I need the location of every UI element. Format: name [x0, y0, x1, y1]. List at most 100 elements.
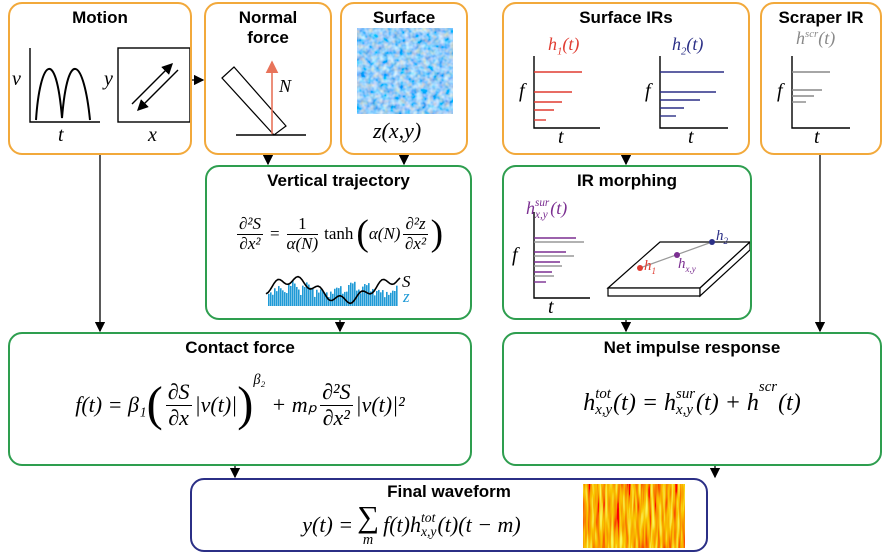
equation-sum-sub: m [363, 533, 373, 547]
scraper-ir-box: Scraper IR [760, 2, 882, 155]
equation-v: |v(t)| [195, 392, 238, 418]
pxy-sub: x,y [686, 264, 696, 274]
span: h2 [716, 228, 728, 246]
span: h2(t) [672, 34, 703, 58]
ir-morphing-t-label: t [548, 296, 554, 319]
h-base: h [796, 28, 805, 48]
equation-num2: ∂²S [320, 380, 352, 405]
equation-sum: ∑ [357, 502, 379, 533]
equation-lhs-den: ∂x² [237, 235, 263, 254]
h-sup: scr [805, 28, 818, 40]
net-impulse-response-title: Net impulse response [504, 338, 880, 358]
diagram: Motion Normal force Surface Surface IRs … [0, 0, 885, 558]
h1-base: h [548, 34, 557, 54]
pxy-base: h [678, 256, 686, 272]
equation-lhs: f(t) = β₁ [75, 392, 146, 418]
h-arg: (t) [550, 198, 567, 218]
normal-force-title: Normal force [228, 8, 308, 48]
span: ∂S∂x [166, 380, 192, 429]
equation-h1: h [583, 390, 595, 417]
ir-morphing-f-label: f [512, 244, 518, 267]
normal-force-box: Normal force [204, 2, 332, 155]
motion-t-label: t [58, 124, 64, 147]
surface-irs-f-label: f [519, 80, 525, 103]
equation-sub1: x,y [595, 403, 612, 419]
ir-morphing-box: IR morphing [502, 165, 752, 320]
equation-arg-den: ∂x² [403, 235, 427, 254]
page: Pipeline diagram { "motion": {"title": "… [0, 0, 885, 558]
motion-y-label: y [104, 68, 113, 91]
surface-irs-t-label: t [688, 126, 694, 149]
equation-sup3: scr [759, 380, 777, 396]
p2-base: h [716, 228, 724, 244]
final-waveform-title: Final waveform [192, 482, 706, 502]
surface-irs-f-label: f [645, 80, 651, 103]
span: h1 [644, 258, 656, 276]
span: ∂²S∂x² [320, 380, 352, 429]
h-arg: (t) [818, 28, 835, 48]
ir-morphing-title: IR morphing [504, 171, 750, 191]
div: htotx,y (t) = hsurx,y (t) + hscr (t) [502, 368, 882, 438]
span: hx,y [678, 256, 696, 274]
equation-sup2: sur [676, 387, 695, 403]
equation-f: f(t)h [383, 512, 421, 538]
vertical-trajectory-title: Vertical trajectory [207, 171, 470, 191]
vertical-trajectory-z-label: z [403, 287, 410, 307]
equation-num: 1 [287, 215, 319, 235]
span: surx,y [676, 387, 695, 418]
surface-irs-t-label: t [558, 126, 564, 149]
p1-base: h [644, 258, 652, 274]
h2-base: h [672, 34, 681, 54]
equation-end: (t)(t − m) [437, 512, 520, 538]
equation-fn: tanh [324, 224, 353, 244]
surface-label: z(x,y) [373, 118, 421, 144]
scraper-ir-f-label: f [777, 80, 783, 103]
surface-irs-box: Surface IRs [502, 2, 750, 155]
span: ∂²z∂x² [403, 215, 427, 253]
surface-irs-title: Surface IRs [504, 8, 748, 28]
contact-force-title: Contact force [10, 338, 470, 358]
motion-x-label: x [148, 124, 157, 147]
motion-box: Motion [8, 2, 192, 155]
equation-arg: α(N) [369, 224, 401, 244]
span: totx,y [421, 511, 437, 540]
equation-den2: ∂x² [320, 406, 352, 430]
p2-sub: 2 [724, 236, 729, 246]
equation-sup: tot [421, 511, 437, 525]
h2-arg: (t) [686, 34, 703, 54]
surface-title: Surface [342, 8, 466, 28]
equation-v2: |v(t)|² [356, 392, 405, 418]
span: ∂²S∂x² [237, 215, 263, 253]
scraper-ir-title: Scraper IR [762, 8, 880, 28]
equation-close: ) [237, 381, 253, 429]
equation-plus: + mₚ [271, 392, 317, 418]
span: hscr(t) [796, 28, 835, 49]
h-base: h [526, 198, 535, 218]
p1-sub: 1 [652, 266, 657, 276]
equation-end: (t) [778, 390, 801, 417]
span: ∑m [357, 502, 379, 547]
scraper-ir-t-label: t [814, 126, 820, 149]
equation-num: ∂S [166, 380, 192, 405]
span: scr [759, 380, 777, 396]
equation-den: ∂x [166, 406, 192, 430]
h1-arg: (t) [562, 34, 579, 54]
equation-sub: x,y [421, 525, 437, 539]
equation-open: ( [356, 215, 368, 252]
normal-force-n-label: N [279, 76, 291, 97]
equation-eq: = [270, 224, 280, 244]
equation-arg-num: ∂²z [403, 215, 427, 235]
equation-mid2: (t) + h [696, 390, 759, 417]
equation-den: α(N) [287, 235, 319, 254]
span: surx,y [535, 198, 549, 221]
span: h1(t) [548, 34, 579, 58]
equation-close: ) [431, 215, 443, 252]
equation-exp: β₂ [253, 372, 265, 389]
motion-title: Motion [10, 8, 190, 28]
h-sub: x,y [535, 210, 549, 222]
equation-lhs-num: ∂²S [237, 215, 263, 235]
